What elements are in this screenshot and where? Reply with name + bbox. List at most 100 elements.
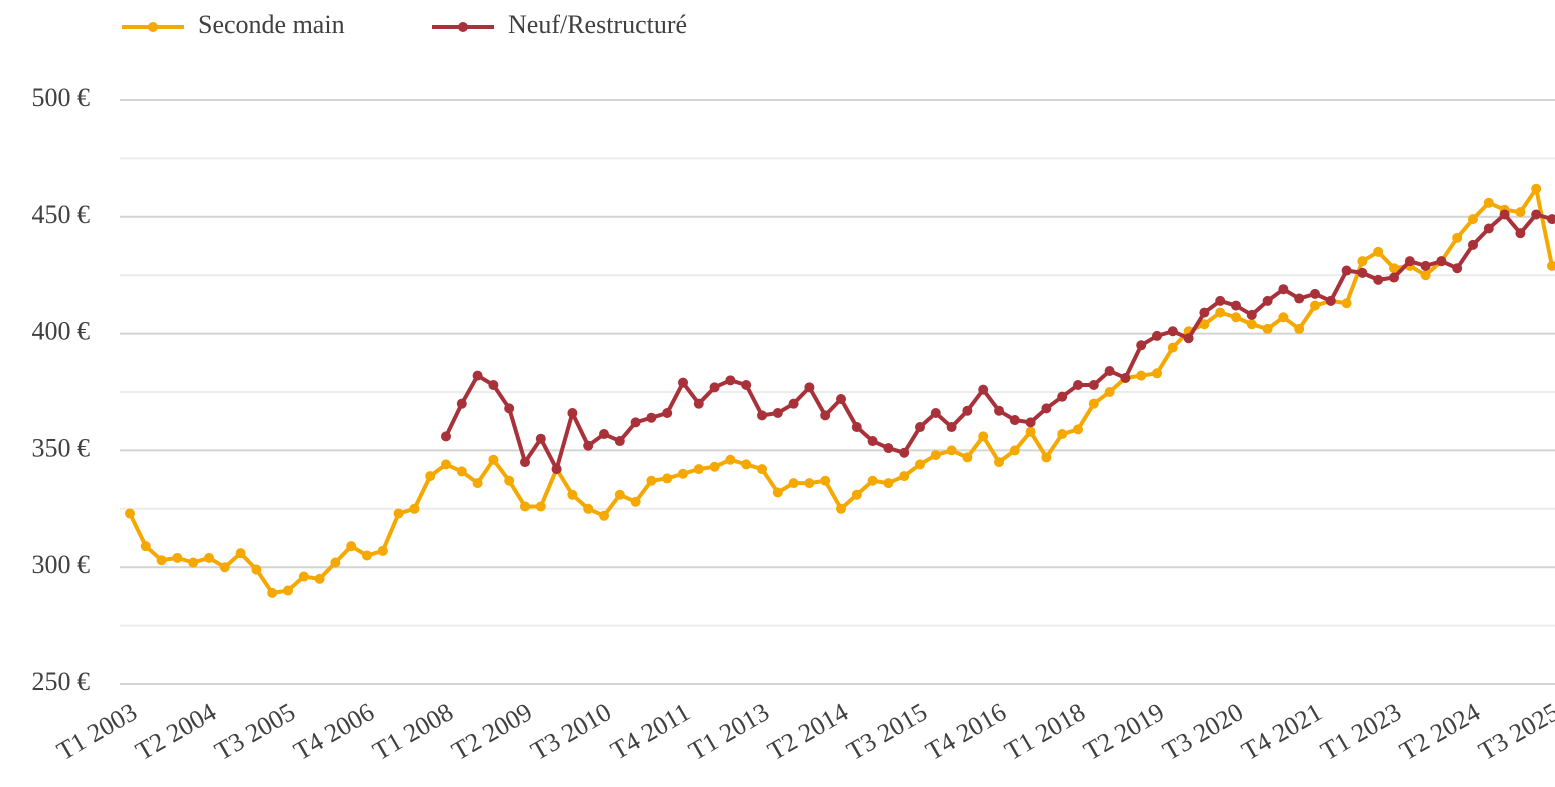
data-point [994,405,1004,416]
data-point [1404,256,1415,267]
x-tick-label: T1 2008 [368,697,458,766]
data-point [693,398,704,409]
y-tick-label: 300 € [32,550,91,579]
data-point [1341,265,1352,276]
data-point [1468,239,1478,250]
data-point [599,429,609,440]
data-point [267,587,278,598]
data-point [1246,319,1257,330]
series-line [444,212,1553,472]
data-point [772,487,783,498]
data-point [472,370,483,381]
data-point [1215,307,1226,318]
data-point [504,475,515,486]
data-point [1547,214,1555,225]
data-point [820,410,831,421]
data-point [962,452,973,463]
series-line [128,186,1554,595]
data-point [1310,288,1320,299]
data-point [1436,256,1447,267]
data-point [693,464,704,475]
data-point [409,503,420,514]
data-point [567,408,578,419]
data-point [899,447,910,458]
data-point [630,417,641,428]
x-tick-label: T2 2014 [763,697,853,766]
data-point [867,436,878,447]
data-point [1104,365,1115,376]
data-point [1357,256,1368,267]
data-point [614,436,625,447]
data-point [772,408,783,419]
x-tick-label: T4 2016 [921,697,1011,766]
data-point [456,466,467,477]
data-point [1104,387,1115,397]
data-point [867,475,878,486]
x-tick-label: T1 2018 [1000,697,1090,766]
x-tick-label: T2 2019 [1079,697,1169,766]
data-point [1262,323,1273,334]
data-point [330,557,341,568]
data-point [535,501,546,512]
data-point [1373,274,1384,285]
data-point [1167,342,1178,353]
data-point [1468,214,1478,225]
data-point [946,445,957,456]
data-point [709,461,720,472]
data-point [788,478,799,489]
data-point [678,468,688,479]
data-point [441,431,451,442]
data-point [425,471,436,482]
data-point [757,464,767,475]
data-point [883,443,894,454]
data-point [1262,295,1273,306]
data-point [788,398,799,409]
data-point [1294,293,1305,304]
data-point [883,478,894,489]
data-point [1041,403,1052,414]
data-point [1231,312,1241,323]
data-point [1420,270,1431,281]
data-point [1515,228,1526,239]
data-point [1231,300,1241,311]
data-point [504,403,515,414]
data-point [346,541,357,552]
data-point [1152,330,1162,341]
data-point [1373,246,1384,257]
x-tick-label: T3 2015 [842,697,932,766]
data-point [1120,372,1131,383]
data-point [1294,323,1305,334]
data-point [456,398,467,409]
data-point [646,475,657,486]
legend-label: Neuf/Restructuré [508,10,687,39]
data-point [836,503,846,514]
data-point [393,508,404,519]
data-point [836,394,846,405]
data-point [662,473,673,484]
data-point [757,410,767,421]
data-point [1136,370,1147,381]
data-point [1483,197,1494,208]
data-point [520,501,530,512]
x-tick-label: T2 2004 [131,697,221,766]
data-point [915,422,925,433]
data-point [646,412,657,423]
data-point [1310,300,1320,311]
data-point [583,440,594,451]
data-point [851,422,862,433]
data-point [362,550,372,561]
data-point [1199,307,1210,318]
data-point [1009,415,1020,426]
data-point [1515,207,1526,218]
data-point [1199,319,1210,330]
data-point [488,454,499,465]
data-point [520,457,530,468]
data-point [551,464,562,475]
data-point [614,489,625,500]
legend-marker [148,22,158,32]
data-point [1057,429,1068,440]
data-point [899,471,910,482]
data-point [1531,209,1542,220]
data-point [1088,379,1099,390]
data-point [1073,424,1083,435]
